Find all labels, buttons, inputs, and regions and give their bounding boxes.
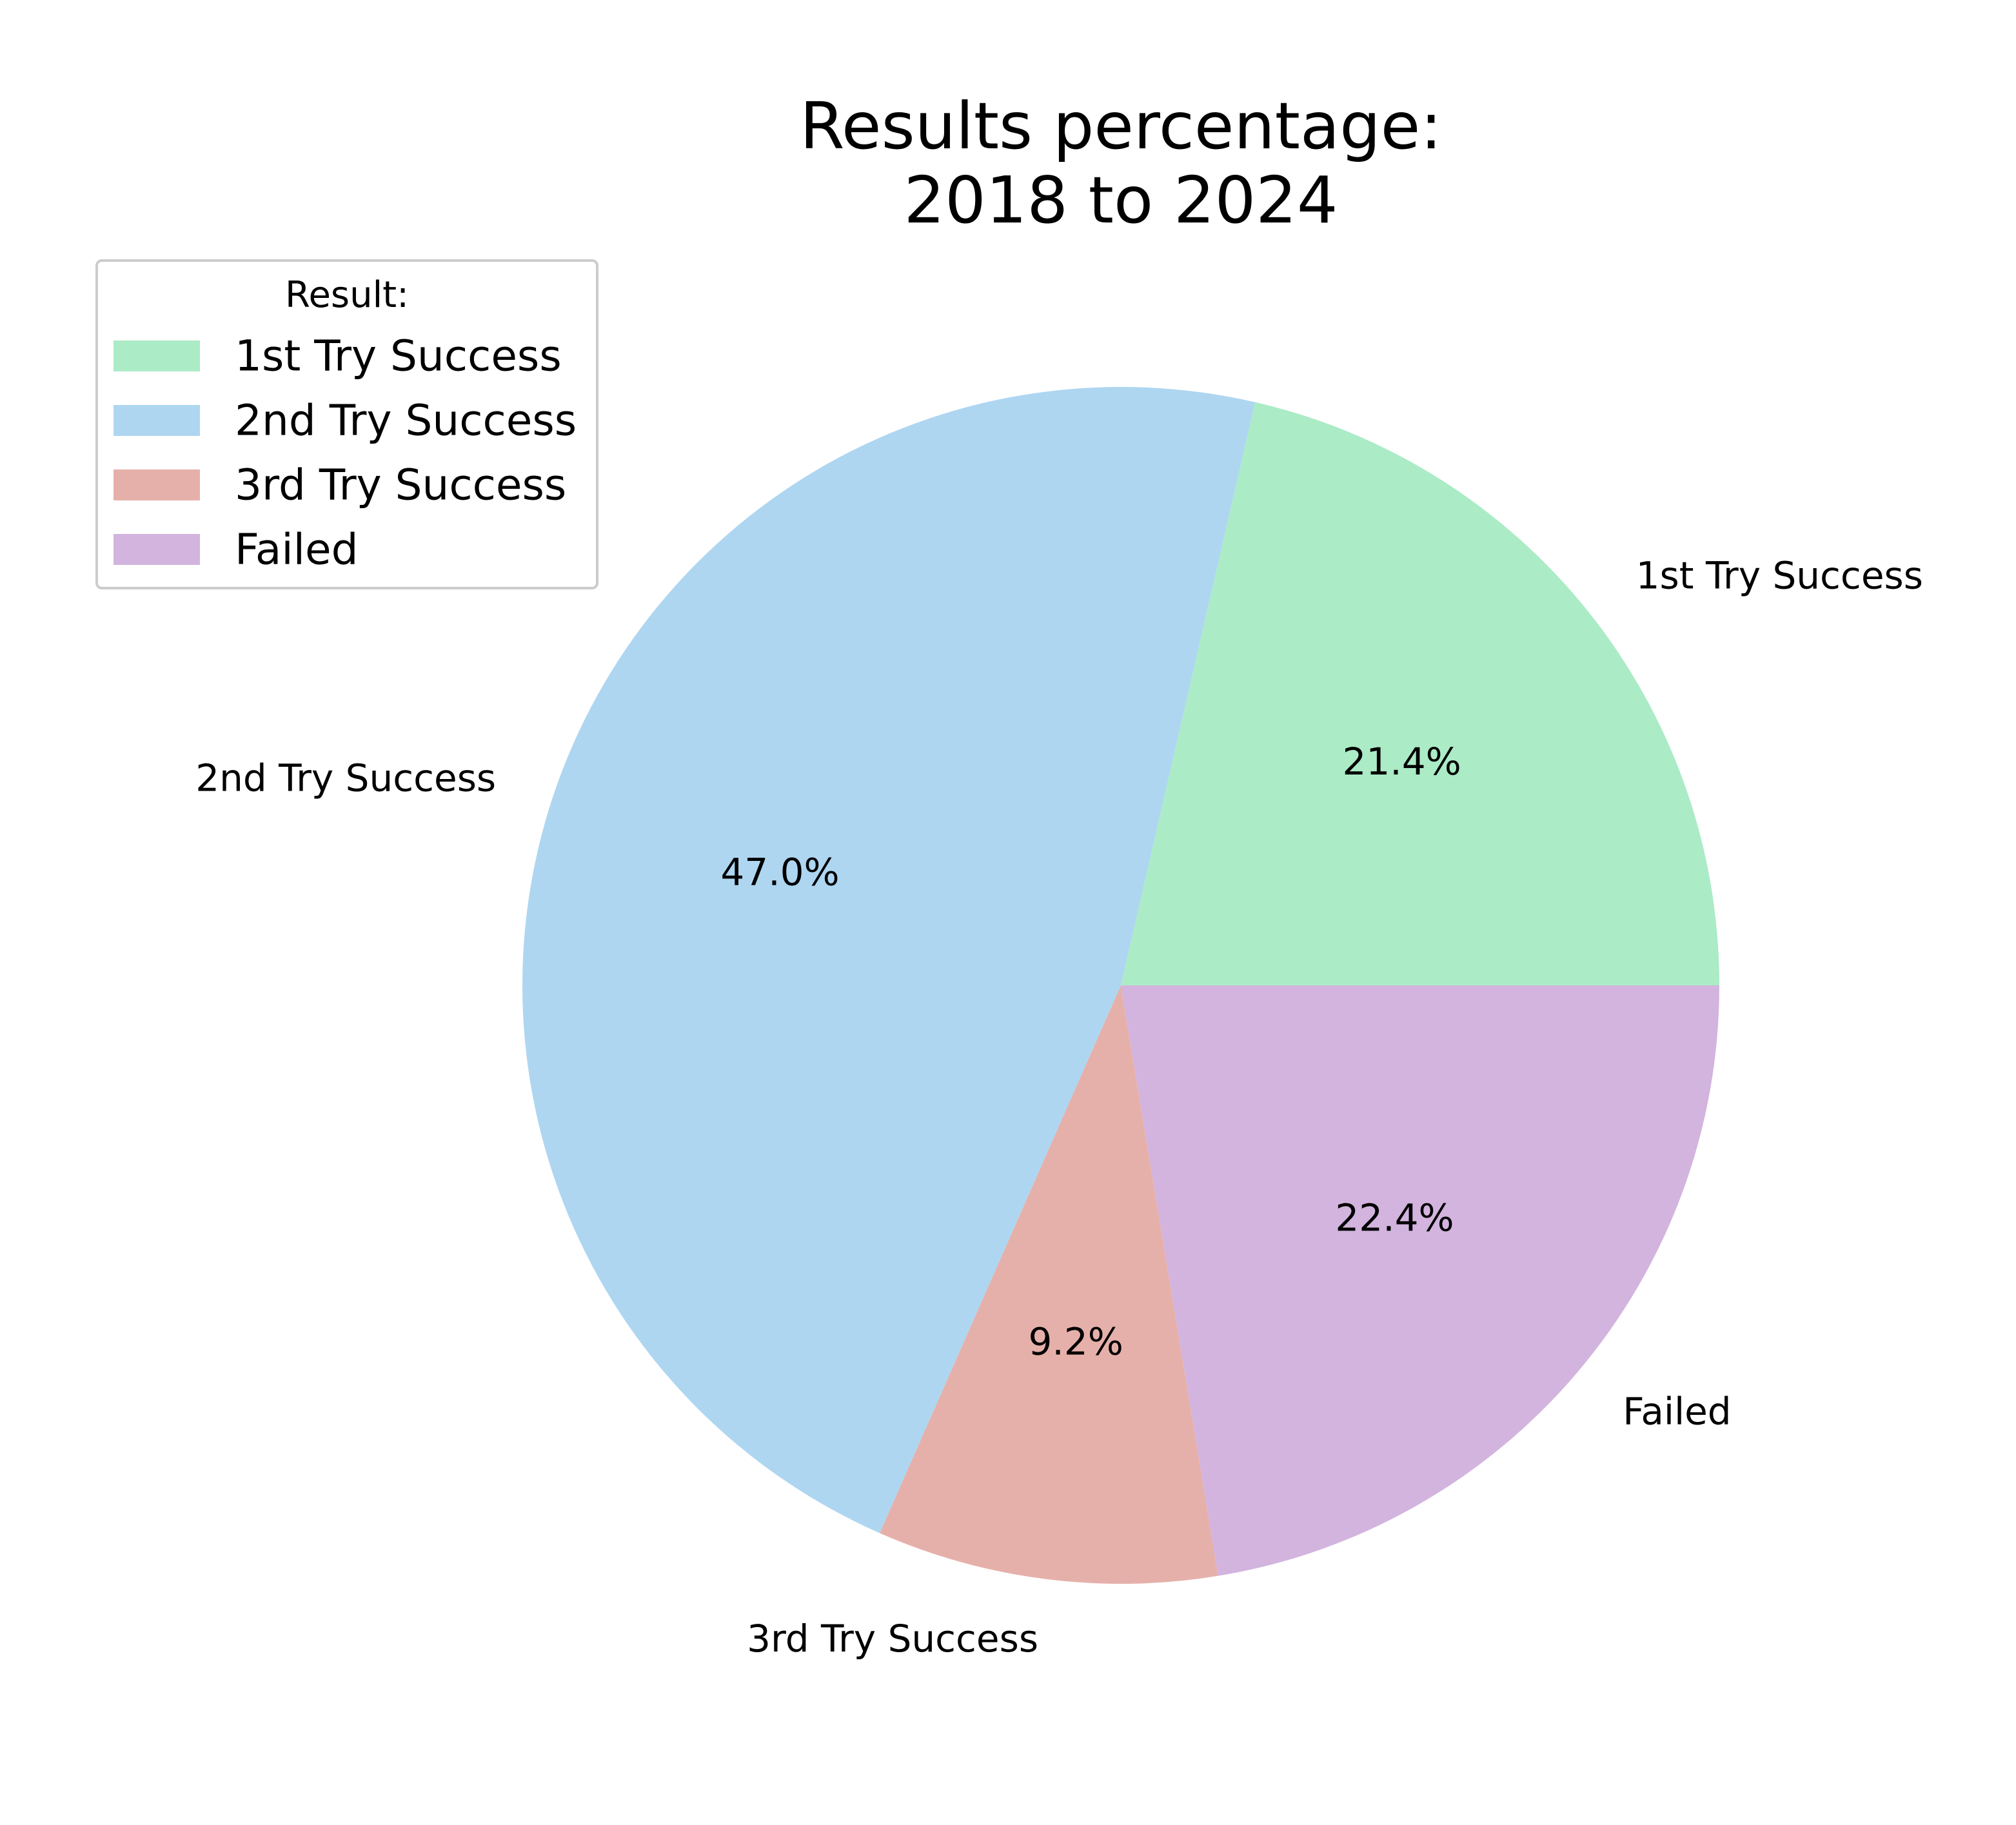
category-label-1st-try-success: 1st Try Success: [1636, 553, 1923, 597]
category-label-3rd-try-success: 3rd Try Success: [747, 1617, 1038, 1661]
pct-label-2nd-try-success: 47.0%: [720, 851, 839, 894]
legend-swatch-failed: [114, 534, 200, 565]
legend-swatch-3rd-try-success: [114, 469, 200, 500]
legend-entries: 1st Try Success 2nd Try Success 3rd Try Su…: [114, 331, 577, 575]
category-label-2nd-try-success: 2nd Try Success: [195, 756, 496, 800]
chart-title-line-1: Results percentage:: [800, 88, 1442, 164]
legend-label-2nd-try-success: 2nd Try Success: [235, 396, 577, 446]
legend-label-3rd-try-success: 3rd Try Success: [235, 460, 566, 510]
legend-frame: [95, 259, 598, 589]
pct-label-1st-try-success: 21.4%: [1343, 740, 1461, 784]
pie-slice-3rd-try-success: [880, 985, 1218, 1584]
legend-title: Result:: [285, 274, 409, 316]
category-labels: 1st Try Success 2nd Try Success 3rd Try Su…: [195, 553, 1923, 1660]
pie-slice-2nd-try-success: [522, 387, 1256, 1534]
category-label-failed: Failed: [1623, 1390, 1731, 1434]
pie-slice-failed: [1121, 985, 1719, 1576]
legend-label-1st-try-success: 1st Try Success: [235, 331, 562, 381]
pie-slice-1st-try-success: [1121, 402, 1719, 985]
legend-swatch-1st-try-success: [114, 340, 200, 371]
legend-swatch-2nd-try-success: [114, 405, 200, 436]
percentage-labels: 21.4% 47.0% 9.2% 22.4%: [720, 740, 1461, 1363]
pct-label-3rd-try-success: 9.2%: [1029, 1319, 1123, 1363]
legend-label-failed: Failed: [235, 525, 359, 575]
pct-label-failed: 22.4%: [1335, 1196, 1454, 1239]
legend: Result: 1st Try Success 2nd Try Success 3r…: [95, 259, 598, 589]
chart-title-line-2: 2018 to 2024: [904, 163, 1338, 238]
pie-slices: [522, 387, 1719, 1584]
